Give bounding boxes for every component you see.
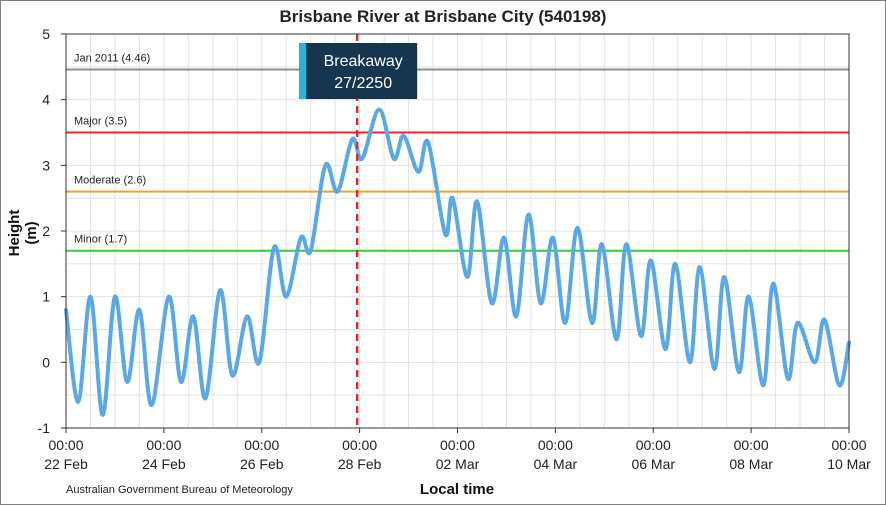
event-callout-accent [299,43,307,99]
credit-text: Australian Government Bureau of Meteorol… [66,484,293,496]
x-tick-date: 26 Feb [240,456,284,472]
x-tick-date: 04 Mar [534,456,578,472]
y-tick-label: 2 [42,223,50,239]
x-tick-time: 00:00 [440,437,475,453]
y-tick-label: 5 [42,26,50,42]
x-tick-time: 00:00 [244,437,279,453]
y-tick-label: -1 [38,420,51,436]
x-tick-date: 24 Feb [142,456,186,472]
event-label-line2: 27/2250 [334,75,392,92]
x-tick-date: 06 Mar [631,456,675,472]
chart-title: Brisbane River at Brisbane City (540198) [279,7,607,26]
y-tick-label: 4 [42,92,50,108]
x-tick-time: 00:00 [831,437,866,453]
river-height-series-line [64,107,851,417]
x-tick-time: 00:00 [146,437,181,453]
x-tick-time: 00:00 [734,437,769,453]
x-tick-date: 22 Feb [44,456,88,472]
x-tick-date: 10 Mar [827,456,871,472]
threshold-label: Major (3.5) [74,116,127,128]
x-axis-label: Local time [419,481,495,498]
x-tick-time: 00:00 [48,437,83,453]
threshold-label: Jan 2011 (4.46) [74,52,150,64]
x-tick-time: 00:00 [636,437,671,453]
threshold-label: Moderate (2.6) [74,175,146,187]
event-callout-box [299,43,418,99]
x-tick-time: 00:00 [538,437,573,453]
threshold-label: Minor (1.7) [74,234,127,246]
y-tick-label: 3 [42,157,50,173]
event-label-line1: Breakaway [324,53,403,70]
x-tick-date: 08 Mar [729,456,773,472]
x-tick-date: 02 Mar [436,456,480,472]
x-tick-date: 28 Feb [338,456,382,472]
y-tick-label: 0 [42,354,50,370]
y-tick-label: 1 [42,289,50,305]
x-tick-time: 00:00 [342,437,377,453]
